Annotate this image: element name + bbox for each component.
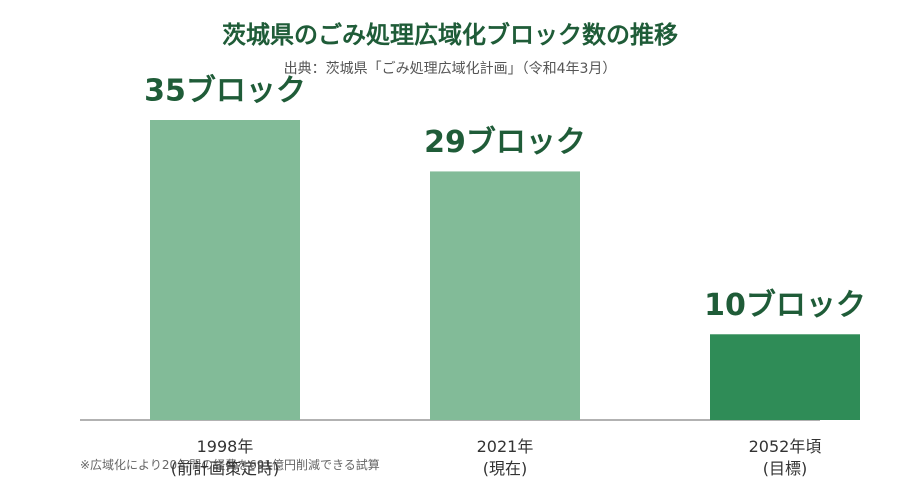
chart-subtitle: 出典：茨城県「ごみ処理広域化計画」（令和4年3月） <box>284 61 617 77</box>
bar <box>430 171 580 420</box>
x-tick-label: 2021年 (現在) <box>476 437 534 478</box>
bar <box>710 334 860 420</box>
value-label: 10ブロック <box>704 288 866 323</box>
value-label: 35ブロック <box>144 74 306 109</box>
x-tick-label: 1998年 (前計画策定時) <box>170 437 280 478</box>
bar <box>150 120 300 420</box>
chart-title: 茨城県のごみ処理広域化ブロック数の推移 <box>222 21 678 49</box>
x-tick-label: 2052年頃 (目標) <box>748 437 822 478</box>
footnote: ※広域化により20年間の経費を691億円削減できる試算 <box>80 458 380 472</box>
value-label: 29ブロック <box>424 125 586 160</box>
